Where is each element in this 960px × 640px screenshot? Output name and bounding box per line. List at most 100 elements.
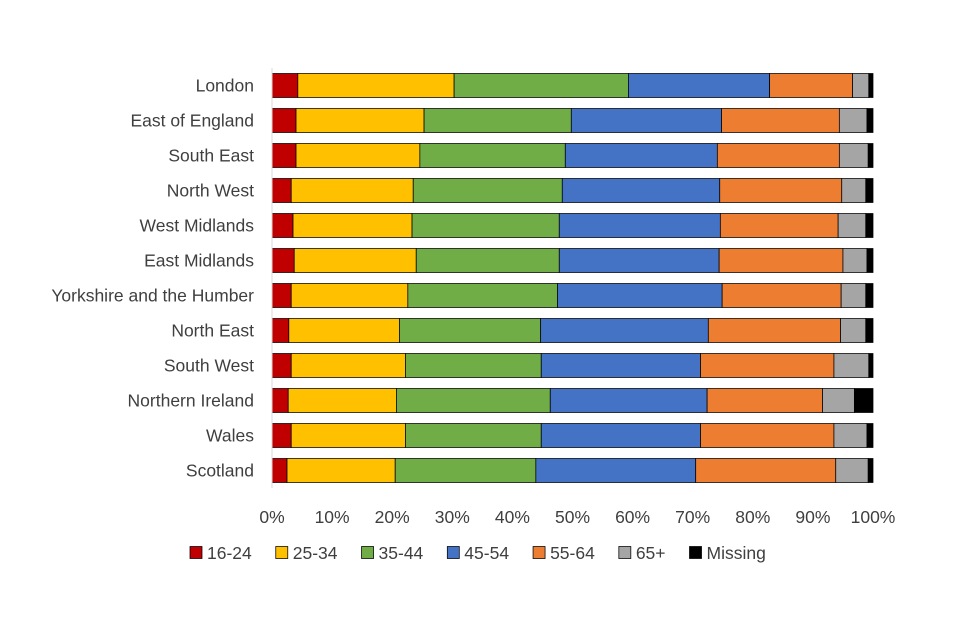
- bar-segment-london-16-24: [271, 73, 299, 98]
- x-tick-label: 90%: [795, 507, 830, 527]
- bar-segment-east-midlands-45-54: [558, 248, 720, 273]
- bar-segment-london-55-64: [769, 73, 853, 98]
- bar-segment-south-east-65: [838, 143, 869, 168]
- bar-segment-wales-35-44: [405, 423, 542, 448]
- legend-label-45-54: 45-54: [464, 543, 509, 563]
- bars-layer: [271, 73, 874, 483]
- bar-segment-south-west-missing: [868, 353, 874, 378]
- bar-segment-wales-55-64: [700, 423, 835, 448]
- bar-segment-london-35-44: [453, 73, 629, 98]
- bar-segment-south-west-35-44: [405, 353, 542, 378]
- bar-segment-south-east-25-34: [295, 143, 421, 168]
- bar-segment-northern-ireland-45-54: [549, 388, 708, 413]
- bar-segment-north-east-65: [840, 318, 867, 343]
- legend-swatch-25-34: [275, 546, 289, 559]
- bar-segment-east-of-england-16-24: [271, 108, 297, 133]
- bar-segment-london-25-34: [297, 73, 455, 98]
- x-tick-label: 10%: [315, 507, 350, 527]
- bar-segment-northern-ireland-missing: [853, 388, 874, 413]
- bar-segment-london-missing: [868, 73, 874, 98]
- category-label-west-midlands: West Midlands: [140, 216, 255, 236]
- x-tick-label: 20%: [375, 507, 410, 527]
- bar-segment-yorkshire-and-the-humber-55-64: [721, 283, 842, 308]
- bar-segment-east-of-england-45-54: [570, 108, 722, 133]
- category-label-london: London: [196, 76, 254, 96]
- x-tick-label: 30%: [435, 507, 470, 527]
- bar-segment-west-midlands-55-64: [719, 213, 839, 238]
- legend-label-65: 65+: [636, 543, 666, 563]
- bar-segment-yorkshire-and-the-humber-25-34: [290, 283, 409, 308]
- legend-swatch-45-54: [446, 546, 460, 559]
- bar-segment-west-midlands-35-44: [411, 213, 560, 238]
- bar-segment-north-west-55-64: [719, 178, 843, 203]
- x-tick-label: 0%: [259, 507, 284, 527]
- bar-segment-london-65: [852, 73, 870, 98]
- bar-segment-northern-ireland-55-64: [706, 388, 823, 413]
- category-label-scotland: Scotland: [186, 461, 254, 481]
- bar-segment-scotland-55-64: [695, 458, 837, 483]
- bar-segment-yorkshire-and-the-humber-45-54: [557, 283, 723, 308]
- bar-segment-east-of-england-65: [838, 108, 868, 133]
- x-tick-labels: 0% 10% 20% 30% 40% 50% 60% 70% 80% 90% 100%: [259, 507, 895, 527]
- legend-swatch-65: [618, 546, 632, 559]
- category-labels: London East of England South East North Wes…: [51, 76, 254, 481]
- bar-segment-north-west-missing: [865, 178, 874, 203]
- bar-segment-south-west-16-24: [271, 353, 292, 378]
- x-tick-label: 40%: [495, 507, 530, 527]
- bar-segment-north-east-45-54: [540, 318, 709, 343]
- bar-segment-east-of-england-35-44: [423, 108, 572, 133]
- bar-segment-south-west-45-54: [540, 353, 701, 378]
- category-label-south-east: South East: [168, 146, 254, 166]
- bar-segment-south-east-16-24: [271, 143, 297, 168]
- bar-segment-south-west-55-64: [700, 353, 835, 378]
- bar-segment-south-west-25-34: [290, 353, 406, 378]
- bar-segment-london-45-54: [628, 73, 771, 98]
- bar-segment-east-of-england-55-64: [721, 108, 840, 133]
- bar-segment-north-west-65: [841, 178, 867, 203]
- bar-segment-wales-65: [833, 423, 868, 448]
- bar-segment-north-west-35-44: [412, 178, 563, 203]
- bar-segment-yorkshire-and-the-humber-35-44: [407, 283, 558, 308]
- bar-segment-northern-ireland-35-44: [396, 388, 551, 413]
- bar-segment-wales-25-34: [290, 423, 406, 448]
- bar-segment-wales-45-54: [540, 423, 701, 448]
- category-label-north-west: North West: [167, 181, 254, 201]
- bar-segment-south-east-missing: [867, 143, 874, 168]
- bar-segment-yorkshire-and-the-humber-65: [840, 283, 867, 308]
- bar-segment-north-east-35-44: [399, 318, 542, 343]
- bar-segment-east-of-england-missing: [866, 108, 874, 133]
- x-tick-label: 60%: [615, 507, 650, 527]
- category-label-northern-ireland: Northern Ireland: [128, 391, 254, 411]
- bar-segment-north-west-16-24: [271, 178, 292, 203]
- x-tick-label: 80%: [735, 507, 770, 527]
- bar-segment-scotland-45-54: [535, 458, 697, 483]
- category-label-north-east: North East: [171, 321, 254, 341]
- bar-segment-wales-missing: [866, 423, 874, 448]
- bar-segment-east-midlands-missing: [866, 248, 874, 273]
- x-tick-label: 70%: [675, 507, 710, 527]
- bar-segment-south-east-35-44: [419, 143, 566, 168]
- bar-segment-wales-16-24: [271, 423, 292, 448]
- legend-label-missing: Missing: [707, 543, 766, 563]
- legend-label-16-24: 16-24: [207, 543, 252, 563]
- bar-segment-north-west-25-34: [290, 178, 414, 203]
- category-label-yorkshire-and-the-humber: Yorkshire and the Humber: [51, 286, 254, 306]
- bar-segment-north-east-55-64: [707, 318, 841, 343]
- bar-segment-south-west-65: [833, 353, 870, 378]
- bar-segment-scotland-25-34: [286, 458, 396, 483]
- bar-segment-east-midlands-55-64: [718, 248, 844, 273]
- category-label-east-of-england: East of England: [130, 111, 254, 131]
- legend-label-35-44: 35-44: [379, 543, 424, 563]
- bar-segment-northern-ireland-16-24: [271, 388, 289, 413]
- x-tick-label: 100%: [851, 507, 896, 527]
- bar-segment-north-west-45-54: [561, 178, 721, 203]
- category-label-east-midlands: East Midlands: [144, 251, 254, 271]
- bar-segment-south-east-55-64: [716, 143, 840, 168]
- legend-label-55-64: 55-64: [550, 543, 595, 563]
- bar-segment-northern-ireland-65: [822, 388, 855, 413]
- bar-segment-west-midlands-45-54: [558, 213, 721, 238]
- bar-segment-west-midlands-65: [837, 213, 867, 238]
- bar-segment-yorkshire-and-the-humber-missing: [865, 283, 874, 308]
- bar-segment-west-midlands-16-24: [271, 213, 294, 238]
- bar-segment-yorkshire-and-the-humber-16-24: [271, 283, 292, 308]
